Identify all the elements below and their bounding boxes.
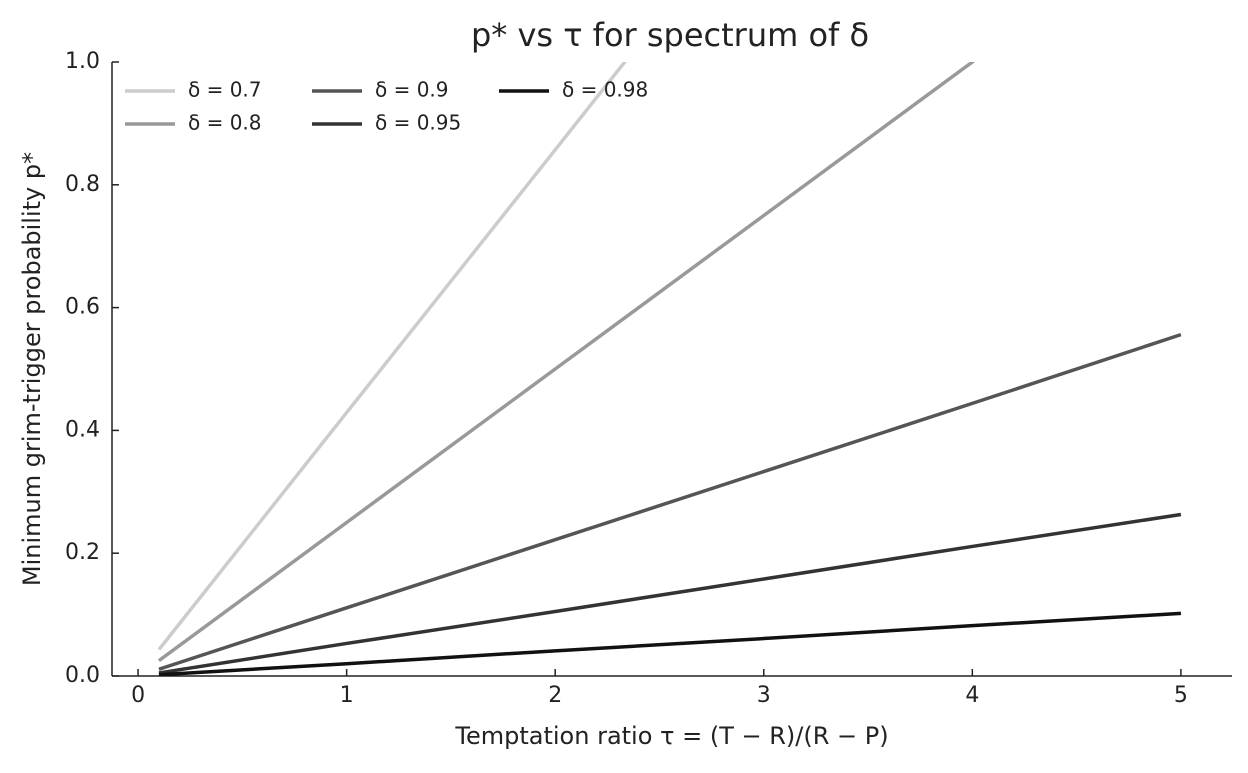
series-line: [158, 611, 1182, 676]
series-line: [158, 512, 1182, 675]
y-tick-label: 0.0: [65, 663, 100, 688]
y-tick-label: 1.0: [65, 49, 100, 74]
x-tick-label: 3: [757, 683, 771, 708]
y-tick-label: 0.6: [65, 295, 100, 320]
x-tick-label: 2: [548, 683, 562, 708]
y-tick-label: 0.4: [65, 417, 100, 442]
x-axis-label: Temptation ratio τ = (T − R)/(R − P): [454, 722, 888, 750]
y-axis-label: Minimum grim-trigger probability p*: [18, 152, 46, 586]
legend-label: δ = 0.8: [188, 111, 262, 135]
y-tick-label: 0.8: [65, 172, 100, 197]
y-tick-label: 0.2: [65, 540, 100, 565]
legend-label: δ = 0.7: [188, 78, 262, 102]
chart-title: p* vs τ for spectrum of δ: [471, 16, 869, 54]
x-tick-label: 5: [1174, 683, 1188, 708]
series-line: [157, 62, 976, 663]
x-tick-label: 0: [131, 683, 145, 708]
legend-label: δ = 0.9: [375, 78, 449, 102]
legend-label: δ = 0.98: [562, 78, 648, 102]
series-line: [157, 62, 627, 651]
series-line: [158, 332, 1182, 671]
x-tick-label: 4: [965, 683, 979, 708]
x-tick-label: 1: [340, 683, 354, 708]
legend-label: δ = 0.95: [375, 111, 461, 135]
